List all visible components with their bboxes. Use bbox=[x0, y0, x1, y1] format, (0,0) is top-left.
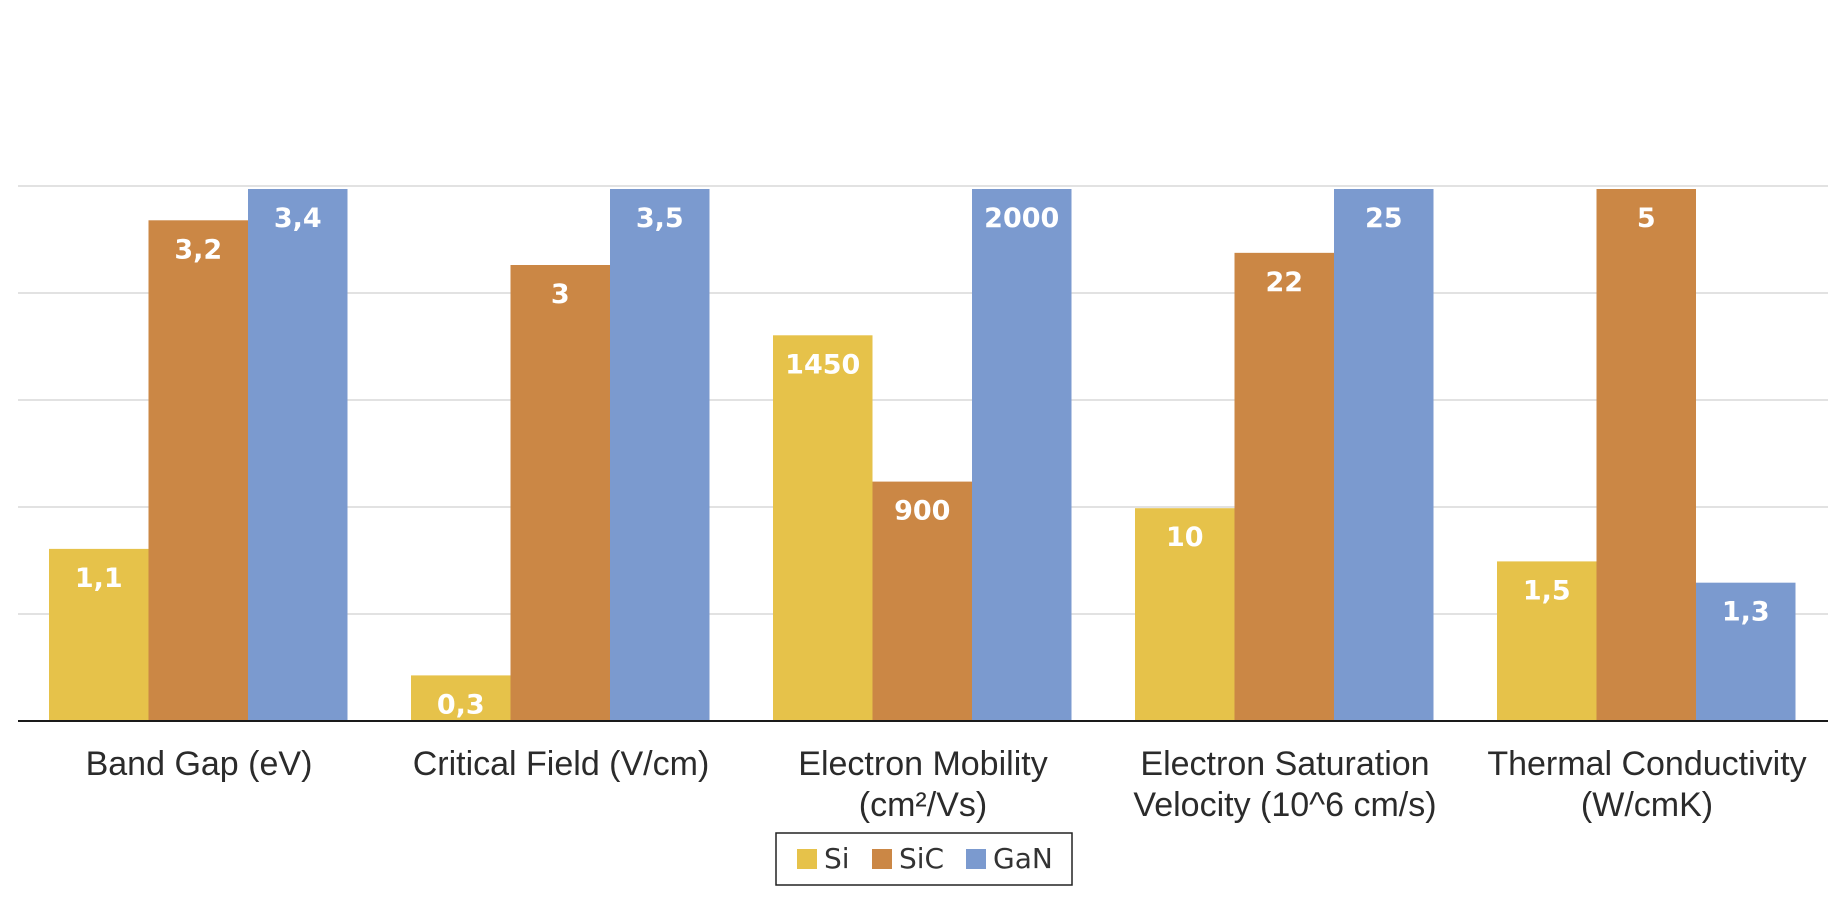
data-label: 2000 bbox=[984, 203, 1059, 234]
data-label: 1,5 bbox=[1523, 575, 1571, 606]
data-label: 1,1 bbox=[75, 563, 123, 594]
data-label: 22 bbox=[1265, 267, 1303, 298]
bar-gan-2 bbox=[610, 189, 710, 721]
legend-label-gan: GaN bbox=[993, 842, 1053, 875]
x-tick-label: (W/cmK) bbox=[1581, 786, 1713, 824]
data-label: 0,3 bbox=[437, 689, 485, 720]
bar-gan-4 bbox=[1334, 189, 1434, 721]
bar-sic-2 bbox=[510, 265, 610, 721]
x-tick-label: Electron Saturation bbox=[1140, 745, 1429, 783]
data-label: 3 bbox=[551, 279, 570, 310]
legend: Si SiC GaN bbox=[775, 832, 1073, 886]
data-label: 3,2 bbox=[174, 234, 222, 265]
bar-si-5 bbox=[1497, 561, 1597, 721]
legend-swatch-si bbox=[797, 849, 817, 869]
data-label: 3,4 bbox=[274, 203, 322, 234]
bar-si-4 bbox=[1135, 508, 1235, 721]
bars bbox=[49, 189, 1796, 721]
bar-sic-1 bbox=[148, 220, 248, 721]
bar-si-3 bbox=[773, 335, 873, 721]
data-label: 10 bbox=[1166, 522, 1204, 553]
x-tick-label: Electron Mobility bbox=[798, 745, 1047, 783]
legend-swatch-sic bbox=[872, 849, 892, 869]
x-tick-label: (cm²/Vs) bbox=[859, 786, 987, 824]
bar-gan-1 bbox=[248, 189, 348, 721]
bar-sic-4 bbox=[1234, 252, 1334, 721]
data-label: 1450 bbox=[785, 349, 860, 380]
data-label: 5 bbox=[1637, 203, 1656, 234]
x-tick-label: Velocity (10^6 cm/s) bbox=[1133, 786, 1436, 824]
data-labels: 1,1 3,2 3,4 0,3 3 3,5 1450 900 2000 10 22 25 1,5 5 1,3 bbox=[75, 203, 1770, 720]
bar-si-2 bbox=[411, 675, 511, 721]
data-label: 900 bbox=[894, 496, 950, 527]
legend-label-sic: SiC bbox=[899, 842, 944, 875]
bar-gan-3 bbox=[972, 189, 1072, 721]
x-tick-label: Band Gap (eV) bbox=[86, 745, 313, 783]
legend-swatch-gan bbox=[966, 849, 986, 869]
bar-sic-3 bbox=[872, 481, 972, 721]
bar-si-1 bbox=[49, 548, 149, 721]
data-label: 25 bbox=[1365, 203, 1403, 234]
x-tick-label: Thermal Conductivity bbox=[1487, 745, 1806, 783]
bar-gan-5 bbox=[1696, 582, 1796, 721]
x-tick-label: Critical Field (V/cm) bbox=[413, 745, 710, 783]
legend-label-si: Si bbox=[824, 842, 850, 875]
data-label: 1,3 bbox=[1722, 597, 1770, 628]
data-label: 3,5 bbox=[636, 203, 684, 234]
x-axis: Band Gap (eV) Critical Field (V/cm) Electr… bbox=[18, 720, 1828, 824]
bar-sic-5 bbox=[1596, 189, 1696, 721]
legend-box bbox=[775, 832, 1073, 886]
